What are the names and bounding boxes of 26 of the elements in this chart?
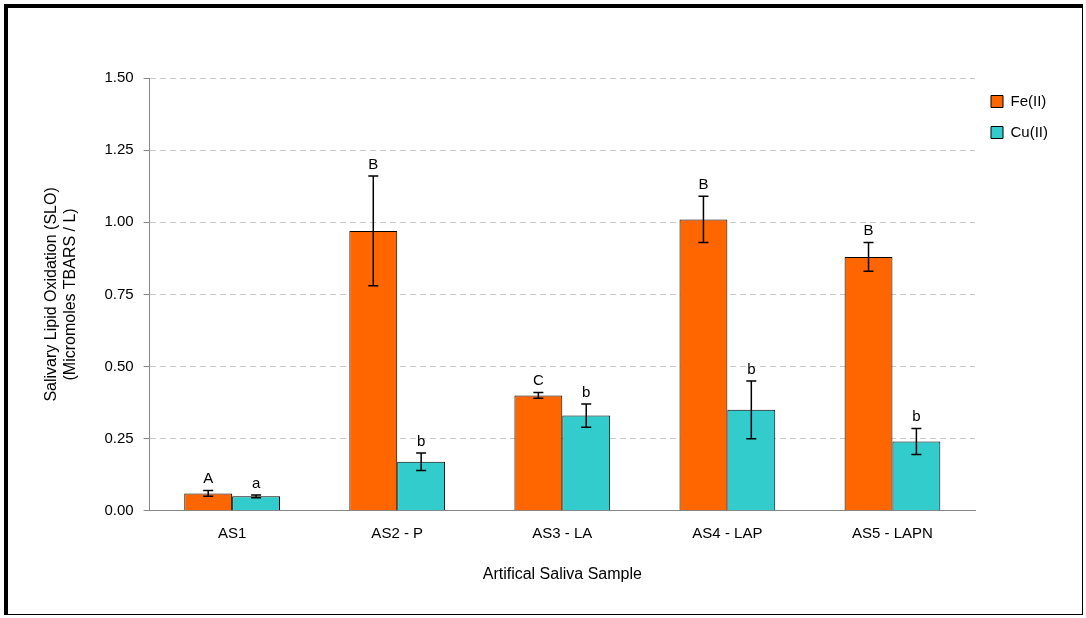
x-tick-label: AS1 xyxy=(217,523,247,541)
y-axis-title: Salivary Lipid Oxidation (SLO) (Micromoles TBARS / L) xyxy=(42,187,79,402)
annotation: a xyxy=(251,473,261,491)
annotation: B xyxy=(863,221,874,239)
annotation: B xyxy=(368,154,379,172)
annotation: b xyxy=(582,382,591,400)
x-tick-label: AS5 - LAPN xyxy=(852,523,933,541)
y-tick-label: 1.25 xyxy=(104,140,134,158)
y-tick-label: 0.75 xyxy=(104,284,134,302)
y-tick-label: 0.00 xyxy=(104,500,134,518)
x-tick-label: AS4 - LAP xyxy=(692,523,763,541)
x-tick-label: AS3 - LA xyxy=(532,523,593,541)
y-tick-label: 1.50 xyxy=(104,68,134,86)
legend-label: Fe(II) xyxy=(1010,91,1047,109)
annotation: b xyxy=(416,431,426,449)
y-tick-label: 0.25 xyxy=(104,428,134,446)
annotation: C xyxy=(532,371,544,389)
y-tick-label: 1.00 xyxy=(104,212,134,230)
y-tick-label: 0.50 xyxy=(104,356,134,374)
legend-label: Cu(II) xyxy=(1010,122,1048,140)
x-tick-label: AS2 - P xyxy=(371,523,424,541)
annotation: b xyxy=(912,407,921,425)
annotation: b xyxy=(747,359,756,377)
x-axis-title: Artifical Saliva Sample xyxy=(482,564,642,582)
annotation: A xyxy=(203,469,214,487)
annotation: B xyxy=(698,174,709,192)
